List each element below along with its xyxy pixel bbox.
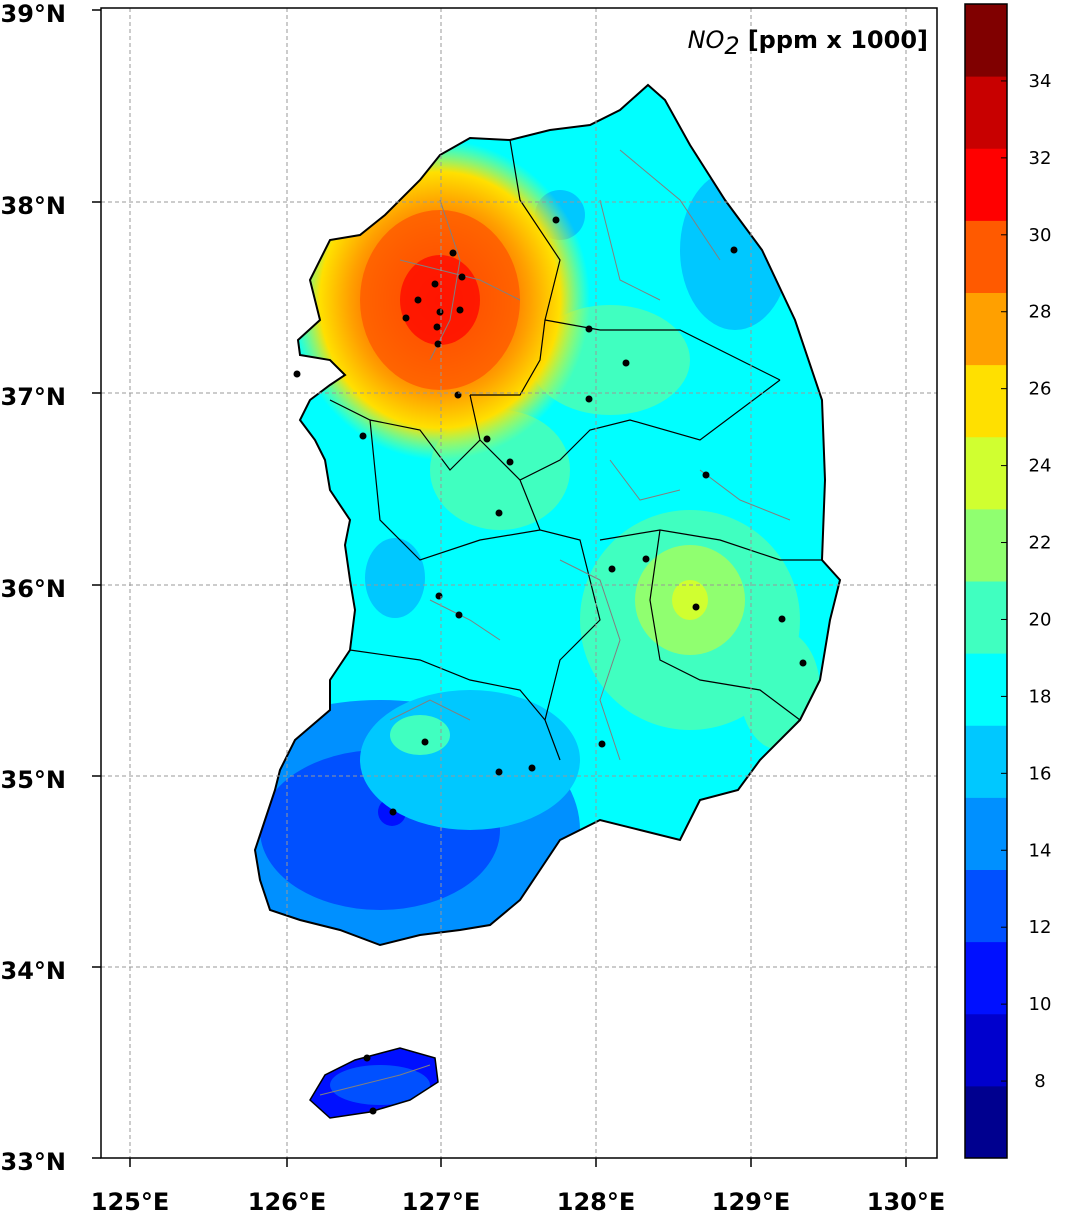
station-point xyxy=(598,740,606,748)
map-title: NO2 [ppm x 1000] xyxy=(688,26,928,60)
colorbar-tick-label: 34 xyxy=(1029,71,1052,92)
colorbar-segment xyxy=(965,76,1007,149)
colorbar-segment xyxy=(965,1013,1007,1087)
colorbar-segment xyxy=(965,941,1007,1015)
colorbar-tick-label: 24 xyxy=(1029,456,1052,477)
station-point xyxy=(458,273,466,281)
colorbar: 8 10 12 14 16 18 20 22 24 26 28 30 32 34 xyxy=(964,3,1052,1159)
station-point xyxy=(402,314,410,322)
title-variable: NO xyxy=(688,26,725,54)
lon-label: 125°E xyxy=(91,1188,170,1216)
lat-label: 33°N xyxy=(1,1148,66,1176)
colorbar-segment xyxy=(965,436,1007,510)
station-point xyxy=(692,603,700,611)
station-point xyxy=(585,395,593,403)
station-point xyxy=(436,308,444,316)
title-subscript: 2 xyxy=(724,32,739,60)
svg-text:NO2[ppm x 1000]: NO2 [ppm x 1000] xyxy=(688,26,928,60)
graticule xyxy=(101,8,937,1158)
station-point xyxy=(730,246,738,254)
no2-field-mainland xyxy=(255,85,840,945)
station-point xyxy=(608,565,616,573)
lat-ticks xyxy=(92,9,101,1159)
station-point xyxy=(528,764,536,772)
colorbar-segment xyxy=(965,797,1007,870)
colorbar-tick-label: 28 xyxy=(1029,302,1052,323)
colorbar-tick-label: 22 xyxy=(1029,533,1052,554)
station-point xyxy=(433,323,441,331)
colorbar-segment xyxy=(965,148,1007,221)
coastline xyxy=(253,83,842,947)
colorbar-tick-label: 12 xyxy=(1029,917,1052,938)
colorbar-tick-label: 16 xyxy=(1029,763,1052,784)
colorbar-tick-label: 10 xyxy=(1029,994,1052,1015)
colorbar-tick-label: 18 xyxy=(1029,686,1052,707)
lat-label: 34°N xyxy=(1,957,66,985)
map-frame xyxy=(100,7,938,1159)
station-point xyxy=(778,615,786,623)
station-point xyxy=(434,340,442,348)
colorbar-tick-label: 20 xyxy=(1029,609,1052,630)
lat-label: 35°N xyxy=(1,766,66,794)
colorbar-segment xyxy=(965,508,1007,582)
station-point xyxy=(455,611,463,619)
station-point xyxy=(359,432,367,440)
colorbar-tick-label: 14 xyxy=(1029,840,1052,861)
colorbar-segment xyxy=(965,292,1007,366)
lat-labels: 33°N 34°N 35°N 36°N 37°N 38°N 39°N xyxy=(1,0,66,1176)
station-point xyxy=(585,325,593,333)
station-point xyxy=(414,296,422,304)
lon-label: 128°E xyxy=(557,1188,636,1216)
colorbar-frame xyxy=(964,3,1008,1159)
colorbar-segment xyxy=(965,1085,1007,1159)
colorbar-segment xyxy=(965,4,1007,77)
jeju-coastline xyxy=(309,1047,439,1119)
station-point xyxy=(622,359,630,367)
station-point xyxy=(421,738,429,746)
colorbar-segment xyxy=(965,869,1007,943)
station-point xyxy=(799,659,807,667)
colorbar-segment xyxy=(965,653,1007,726)
station-point xyxy=(506,458,514,466)
station-point xyxy=(449,249,457,257)
lat-label: 38°N xyxy=(1,192,66,220)
colorbar-tick-label: 26 xyxy=(1029,379,1052,400)
station-point xyxy=(495,768,503,776)
station-point xyxy=(702,471,710,479)
station-point xyxy=(495,509,503,517)
lon-label: 126°E xyxy=(248,1188,327,1216)
lat-label: 36°N xyxy=(1,575,66,603)
lon-ticks xyxy=(129,1158,907,1167)
station-point xyxy=(293,370,301,378)
lat-label: 37°N xyxy=(1,383,66,411)
station-point xyxy=(363,1054,371,1062)
district-boundaries xyxy=(319,149,791,1096)
colorbar-tick-label: 8 xyxy=(1034,1071,1045,1092)
colorbar-segment xyxy=(965,581,1007,654)
lon-label: 127°E xyxy=(402,1188,481,1216)
station-point xyxy=(431,280,439,288)
station-point xyxy=(552,216,560,224)
station-point xyxy=(369,1107,377,1115)
title-unit: [ppm x 1000] xyxy=(748,26,928,54)
lon-label: 130°E xyxy=(867,1188,946,1216)
colorbar-segment xyxy=(965,725,1007,798)
station-markers xyxy=(293,216,807,1115)
province-boundaries xyxy=(329,139,822,761)
colorbar-tick-label: 32 xyxy=(1029,148,1052,169)
station-point xyxy=(642,555,650,563)
lat-label: 39°N xyxy=(1,0,66,28)
lon-labels: 125°E 126°E 127°E 128°E 129°E 130°E xyxy=(91,1188,946,1216)
station-point xyxy=(456,306,464,314)
station-point xyxy=(389,808,397,816)
colorbar-segment xyxy=(965,220,1007,293)
colorbar-segment xyxy=(965,364,1007,438)
station-point xyxy=(483,435,491,443)
lon-label: 129°E xyxy=(712,1188,791,1216)
colorbar-tick-label: 30 xyxy=(1029,225,1052,246)
